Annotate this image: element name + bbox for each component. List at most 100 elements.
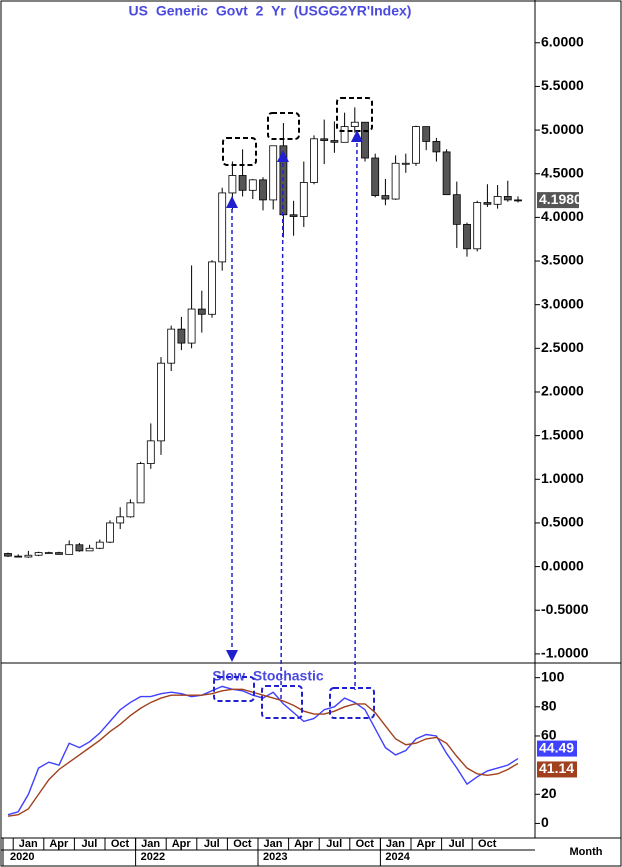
candle-body xyxy=(136,463,145,504)
arrow xyxy=(350,130,363,691)
candle-body xyxy=(14,555,23,558)
y-tick-label: 4.0000 xyxy=(541,208,584,224)
candle-body xyxy=(350,121,359,127)
price-tag xyxy=(537,192,579,209)
candle-body xyxy=(452,194,461,225)
panel-title: Slow Stochastic xyxy=(212,668,324,684)
highlight-box xyxy=(261,685,303,719)
value-tag-label: 41.14 xyxy=(539,760,574,776)
x-tick-label: Oct xyxy=(478,838,497,850)
candle-body xyxy=(269,145,278,201)
candle-body xyxy=(157,362,165,442)
candle-body xyxy=(75,544,84,552)
candle-body xyxy=(248,179,257,191)
y-tick-label: 5.5000 xyxy=(541,77,584,93)
arrow xyxy=(276,150,289,701)
x-tick-label: Jul xyxy=(449,838,465,850)
candle-body xyxy=(483,202,492,205)
candle-body xyxy=(473,202,482,250)
highlight-box xyxy=(222,137,257,166)
x-tick-label: Jan xyxy=(386,838,405,850)
candle-body xyxy=(208,261,216,315)
y-tick-label: 3.5000 xyxy=(541,252,584,268)
x-tick-label: Oct xyxy=(356,838,375,850)
chart-title: US Generic Govt 2 Yr (USGG2YR'Index) xyxy=(129,3,412,19)
y-tick-label: 3.0000 xyxy=(541,295,584,311)
candle-body xyxy=(34,552,43,556)
y-tick-label: 60 xyxy=(541,727,557,743)
candle-body xyxy=(177,328,186,344)
candle-body xyxy=(259,179,267,201)
candle-body xyxy=(4,553,12,557)
candle-body xyxy=(187,308,196,344)
x-tick-label: Apr xyxy=(49,838,69,850)
y-tick-label: 6.0000 xyxy=(541,33,584,49)
candle-body xyxy=(391,162,400,200)
candle-body xyxy=(514,199,522,202)
y-tick-label: 5.0000 xyxy=(541,121,584,137)
candle-body xyxy=(228,175,237,194)
candle-body xyxy=(371,157,380,196)
candle-body xyxy=(85,547,94,552)
value-tag xyxy=(537,740,577,757)
x-tick-label: Jan xyxy=(264,838,283,850)
price-tag-label: 4.1980 xyxy=(539,191,582,207)
candle-body xyxy=(238,175,247,191)
x-tick-label: Jul xyxy=(204,838,220,850)
candle-body xyxy=(116,516,125,524)
y-tick-label: -0.5000 xyxy=(541,601,589,617)
year-label: 2024 xyxy=(385,851,410,863)
y-tick-label: 100 xyxy=(541,668,565,684)
y-tick-label: 1.5000 xyxy=(541,426,584,442)
candle-body xyxy=(381,195,390,200)
year-label: 2020 xyxy=(10,851,34,863)
candle-body xyxy=(167,328,176,364)
year-label: 2023 xyxy=(263,851,287,863)
candle-body xyxy=(65,544,74,555)
y-tick-label: 2.5000 xyxy=(541,339,584,355)
highlight-box xyxy=(267,112,300,140)
candle-body xyxy=(432,141,441,153)
y-tick-label: 0 xyxy=(541,814,549,830)
value-tag xyxy=(537,761,577,778)
candle-body xyxy=(401,162,410,165)
y-tick-label: 2.0000 xyxy=(541,383,584,399)
candle-body xyxy=(361,121,369,159)
x-tick-label: Apr xyxy=(294,838,314,850)
x-tick-label: Jul xyxy=(81,838,97,850)
y-tick-label: 20 xyxy=(541,785,557,801)
marks: -1.0000 -0.5000 0.0000 0.5000 1.0000 1.5000 2.… xyxy=(2,33,589,866)
y-tick-label: 0.5000 xyxy=(541,514,584,530)
x-tick-label: Jan xyxy=(19,838,38,850)
candle-body xyxy=(412,126,420,164)
x-tick-label: Oct xyxy=(233,838,252,850)
y-tick-label: 0.0000 xyxy=(541,557,584,573)
arrows xyxy=(226,130,363,701)
candle-body xyxy=(422,126,431,142)
candle-body xyxy=(442,151,451,196)
candle-body xyxy=(126,502,135,518)
y-tick-label: 1.0000 xyxy=(541,470,584,486)
x-axis-label: Month xyxy=(570,846,603,858)
stochastic-boxes xyxy=(213,676,375,719)
value-tag-label: 44.49 xyxy=(539,739,574,755)
candle-body xyxy=(55,552,63,555)
candle-body xyxy=(299,182,308,217)
candle-body xyxy=(95,541,104,549)
candle-body xyxy=(146,440,155,464)
highlight-box xyxy=(329,687,375,719)
candle-body xyxy=(44,552,53,555)
highlight-boxes xyxy=(222,97,373,166)
candle-body xyxy=(106,522,114,543)
candle-body xyxy=(503,196,512,201)
x-tick-label: Oct xyxy=(111,838,130,850)
year-label: 2022 xyxy=(141,851,165,863)
x-tick-label: Jan xyxy=(141,838,160,850)
candle-body xyxy=(197,308,206,315)
candle-body xyxy=(218,192,227,263)
candle-body xyxy=(493,196,502,205)
candle-body xyxy=(330,140,339,143)
candle-body xyxy=(340,126,349,143)
